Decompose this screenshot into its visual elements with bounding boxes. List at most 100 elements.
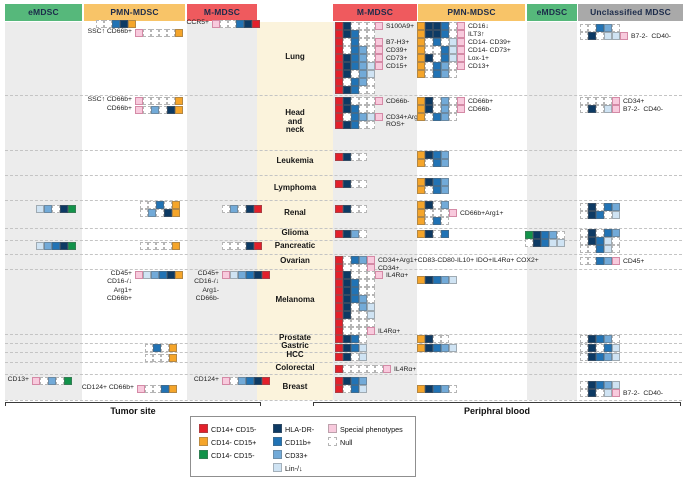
- marker-cell-L: [351, 230, 359, 238]
- marker-cell-R: [262, 377, 270, 385]
- marker-cell-X: [145, 344, 153, 352]
- marker-cell-P: [36, 205, 44, 213]
- marker-cell-X: [140, 209, 148, 217]
- marker-cell-X: [425, 70, 433, 78]
- marker-cell-R: [335, 385, 343, 393]
- row-separator: [5, 352, 682, 353]
- marker-cell-X: [359, 38, 367, 46]
- marker-cell-L: [441, 105, 449, 113]
- marker-cell-R: [262, 271, 270, 279]
- marker-cell-K: [135, 29, 143, 37]
- marker-cell-X: [343, 365, 351, 373]
- marker-cell-O: [417, 186, 425, 194]
- marker-cell-N: [254, 377, 262, 385]
- marker-cell-K: [135, 271, 143, 279]
- marker-cell-X: [351, 153, 359, 161]
- marker-cell-K: [222, 377, 230, 385]
- ovarian-blood-m-annotation: CD34+: [378, 264, 400, 272]
- lung-blood-pmn-annotation: CD13+: [468, 62, 490, 70]
- marker-cell-X: [104, 20, 112, 28]
- marker-cell-X: [433, 46, 441, 54]
- marker-cell-X: [351, 311, 359, 319]
- marker-cell-X: [143, 29, 151, 37]
- marker-cell-N: [343, 86, 351, 94]
- lung-tumor-pmn-b-label: SSC↑ CD66b+: [87, 28, 132, 35]
- breast-tumor-emdsc-label: CD13+: [7, 376, 29, 383]
- marker-cell-N: [588, 353, 596, 361]
- marker-cell-L: [148, 209, 156, 217]
- marker-cell-L: [48, 377, 56, 385]
- row-separator: [5, 254, 682, 255]
- marker-cell-X: [375, 365, 383, 373]
- tumor-site-label: Tumor site: [110, 406, 156, 416]
- marker-cell-K: [222, 271, 230, 279]
- melanoma-tumor-pmn-label: CD45+ CD16-/↓ Arg1+ CD66b+: [106, 270, 132, 303]
- marker-cell-O: [417, 54, 425, 62]
- marker-cell-B: [596, 353, 604, 361]
- marker-cell-X: [359, 279, 367, 287]
- marker-cell-X: [351, 319, 359, 327]
- marker-cell-X: [148, 201, 156, 209]
- legend-swatch-G: [199, 450, 208, 459]
- row-separator: [5, 343, 682, 344]
- marker-cell-B: [441, 46, 449, 54]
- marker-cell-N: [425, 22, 433, 30]
- marker-cell-O: [417, 276, 425, 284]
- marker-cell-L: [604, 353, 612, 361]
- marker-cell-L: [604, 381, 612, 389]
- marker-cell-N: [60, 242, 68, 250]
- marker-cell-B: [441, 54, 449, 62]
- ovarian-blood-unclassified-annotation: CD45+: [623, 257, 645, 265]
- cancer-label-head-and-neck: Head and neck: [285, 108, 305, 135]
- headneck-blood-m-annotation: CD34+Arg1+ ROS+: [386, 113, 426, 129]
- marker-cell-X: [449, 105, 457, 113]
- marker-cell-R: [335, 121, 343, 129]
- marker-cell-N: [425, 105, 433, 113]
- marker-cell-R: [335, 30, 343, 38]
- marker-cell-X: [359, 327, 367, 335]
- marker-cell-B: [604, 203, 612, 211]
- cancer-label-leukemia: Leukemia: [276, 155, 314, 165]
- marker-cell-N: [343, 303, 351, 311]
- marker-cell-B: [351, 54, 359, 62]
- marker-cell-K: [612, 257, 620, 265]
- marker-cell-O: [417, 335, 425, 343]
- marker-cell-X: [580, 211, 588, 219]
- marker-cell-O: [175, 271, 183, 279]
- marker-cell-X: [359, 365, 367, 373]
- marker-cell-O: [417, 38, 425, 46]
- marker-cell-R: [335, 54, 343, 62]
- cancer-label-lung: Lung: [285, 51, 305, 61]
- marker-cell-R: [335, 22, 343, 30]
- marker-cell-L: [359, 256, 367, 264]
- marker-cell-X: [441, 209, 449, 217]
- marker-cell-L: [359, 377, 367, 385]
- marker-cell-R: [335, 365, 343, 373]
- marker-cell-L: [359, 303, 367, 311]
- marker-cell-N: [343, 344, 351, 352]
- tumor-site-bracket: [5, 402, 261, 406]
- marker-cell-X: [351, 70, 359, 78]
- marker-cell-X: [359, 335, 367, 343]
- marker-cell-X: [161, 354, 169, 362]
- marker-cell-X: [343, 113, 351, 121]
- marker-cell-L: [441, 159, 449, 167]
- marker-cell-L: [238, 377, 246, 385]
- marker-cell-L: [230, 205, 238, 213]
- marker-cell-N: [343, 22, 351, 30]
- marker-cell-R: [335, 153, 343, 161]
- marker-cell-B: [441, 30, 449, 38]
- marker-cell-X: [351, 327, 359, 335]
- legend-swatch-L: [273, 450, 282, 459]
- marker-cell-X: [425, 113, 433, 121]
- marker-cell-O: [417, 344, 425, 352]
- marker-cell-R: [335, 353, 343, 361]
- marker-cell-X: [367, 295, 375, 303]
- marker-cell-O: [417, 201, 425, 209]
- marker-cell-L: [604, 257, 612, 265]
- marker-cell-P: [367, 113, 375, 121]
- marker-cell-X: [148, 242, 156, 250]
- marker-cell-K: [612, 105, 620, 113]
- legend-label-X: Null: [340, 437, 353, 447]
- marker-cell-X: [441, 335, 449, 343]
